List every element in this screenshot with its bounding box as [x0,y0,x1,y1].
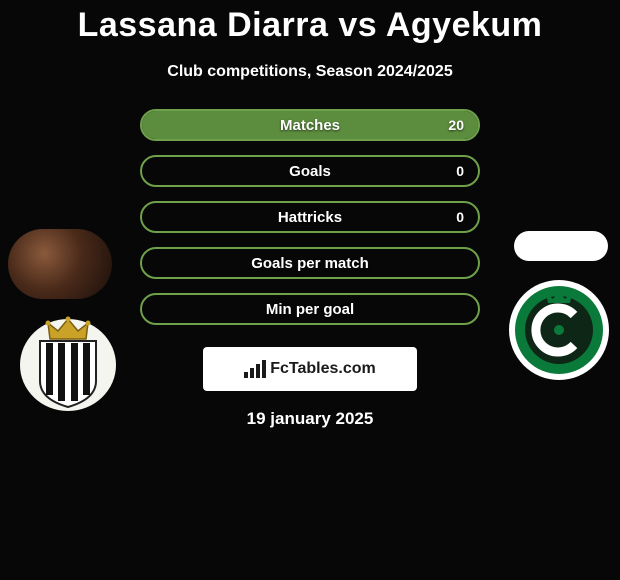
stat-row-goals: Goals 0 [140,155,480,187]
stat-label: Hattricks [278,209,342,226]
stat-value: 0 [456,209,464,225]
comparison-content: Matches 20 Goals 0 Hattricks 0 Goals per… [0,109,620,429]
player1-avatar [8,229,112,299]
stat-row-min-per-goal: Min per goal [140,293,480,325]
fctables-label: FcTables.com [270,360,376,378]
fctables-badge[interactable]: FcTables.com [203,347,417,391]
stat-label: Goals per match [251,255,369,272]
page-title: Lassana Diarra vs Agyekum [0,0,620,45]
stat-label: Min per goal [266,301,354,318]
club2-logo [508,279,610,381]
club1-logo [18,295,118,413]
stat-label: Goals [289,163,331,180]
stat-pills: Matches 20 Goals 0 Hattricks 0 Goals per… [140,109,480,325]
stat-value: 20 [448,117,464,133]
bar-chart-icon [244,360,266,378]
subtitle: Club competitions, Season 2024/2025 [0,63,620,81]
player2-avatar [514,231,608,261]
stat-row-goals-per-match: Goals per match [140,247,480,279]
stat-row-hattricks: Hattricks 0 [140,201,480,233]
stat-label: Matches [280,117,340,134]
stat-value: 0 [456,163,464,179]
stat-row-matches: Matches 20 [140,109,480,141]
